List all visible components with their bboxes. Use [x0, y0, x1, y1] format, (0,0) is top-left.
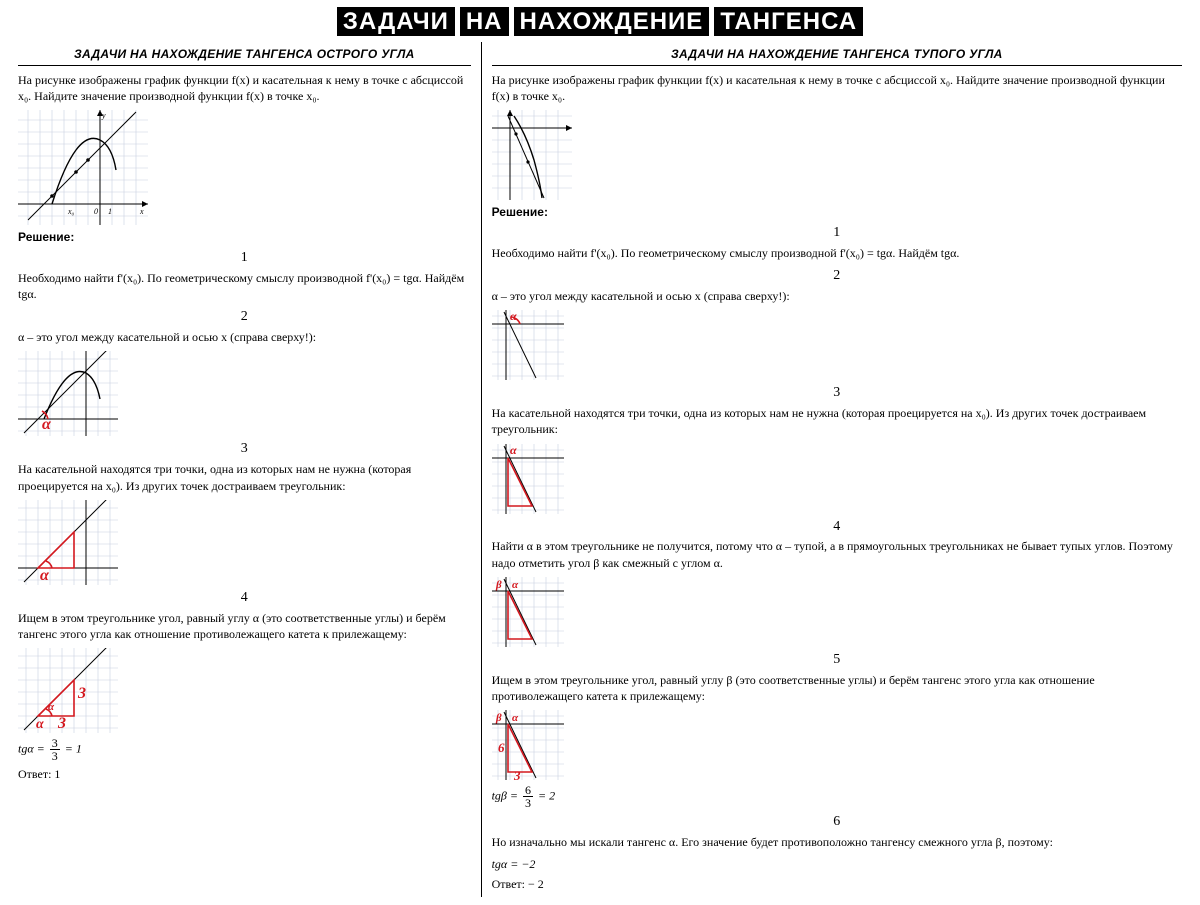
acute-eq-rhs: = 1: [65, 741, 82, 755]
acute-leg-b: 3: [57, 715, 66, 732]
acute-header: ЗАДАЧИ НА НАХОЖДЕНИЕ ТАНГЕНСА ОСТРОГО УГ…: [18, 46, 471, 65]
obtuse-beta-label-1: β: [495, 579, 502, 591]
column-obtuse: ЗАДАЧИ НА НАХОЖДЕНИЕ ТАНГЕНСА ТУПОГО УГЛ…: [482, 42, 1192, 896]
obtuse-step-3: На касательной находятся три точки, одна…: [492, 405, 1182, 437]
acute-step-3: На касательной находятся три точки, одна…: [18, 461, 471, 493]
acute-solution-label: Решение:: [18, 229, 471, 245]
acute-alpha-label-3: α: [36, 717, 44, 732]
obtuse-answer: Ответ: − 2: [492, 876, 1182, 892]
page-title: ЗАДАЧИ НА НАХОЖДЕНИЕ ТАНГЕНСА: [0, 0, 1200, 42]
title-word-2: НА: [460, 7, 509, 36]
acute-eq-lhs: tgα =: [18, 741, 45, 755]
columns: ЗАДАЧИ НА НАХОЖДЕНИЕ ТАНГЕНСА ОСТРОГО УГ…: [0, 42, 1200, 904]
svg-text:y: y: [101, 111, 106, 120]
obtuse-eq-rhs: = 2: [538, 788, 555, 802]
acute-alpha-label-1: α: [42, 416, 52, 433]
acute-diagram-1: y x x₀ 0 1: [18, 110, 148, 225]
acute-problem: На рисунке изображены график функции f(x…: [18, 72, 471, 104]
acute-alpha-label-inner: α: [48, 701, 55, 713]
obtuse-step-6: Но изначально мы искали тангенс α. Его з…: [492, 834, 1182, 850]
obtuse-eq-den: 3: [523, 797, 533, 809]
obtuse-diagram-3: α: [492, 444, 564, 514]
obtuse-alpha-label-1: α: [510, 310, 517, 323]
obtuse-step-3-num: 3: [492, 384, 1182, 403]
obtuse-final-eq: tgα = −2: [492, 856, 1182, 872]
obtuse-alpha-label-3: α: [512, 579, 519, 591]
svg-text:0: 0: [94, 207, 98, 216]
acute-step-4: Ищем в этом треугольнике угол, равный уг…: [18, 610, 471, 642]
acute-step-2-num: 2: [18, 308, 471, 327]
acute-eq-den: 3: [50, 750, 60, 762]
acute-leg-a: 3: [77, 685, 86, 702]
title-word-3: НАХОЖДЕНИЕ: [514, 7, 710, 36]
obtuse-alpha-label-4: α: [512, 712, 519, 724]
column-acute: ЗАДАЧИ НА НАХОЖДЕНИЕ ТАНГЕНСА ОСТРОГО УГ…: [8, 42, 482, 896]
obtuse-step-6-num: 6: [492, 813, 1182, 832]
acute-step-2-text: α – это угол между касательной и осью x …: [18, 330, 316, 344]
obtuse-beta-label-2: β: [495, 712, 502, 724]
acute-equation: tgα = 3 3 = 1: [18, 737, 471, 762]
obtuse-problem: На рисунке изображены график функции f(x…: [492, 72, 1182, 104]
acute-step-1-num: 1: [18, 249, 471, 268]
obtuse-diagram-2: α: [492, 310, 564, 380]
svg-text:x₀: x₀: [67, 207, 75, 216]
obtuse-diagram-5: β α 6 3: [492, 710, 564, 780]
obtuse-solution-label: Решение:: [492, 204, 1182, 220]
obtuse-step-1-num: 1: [492, 224, 1182, 243]
acute-diagram-2: α: [18, 351, 118, 436]
obtuse-alpha-label-2: α: [510, 444, 517, 457]
obtuse-equation-beta: tgβ = 6 3 = 2: [492, 784, 1182, 809]
obtuse-diagram-1: [492, 110, 572, 200]
acute-diagram-3: α: [18, 500, 118, 585]
acute-step-4-num: 4: [18, 589, 471, 608]
acute-alpha-label-2: α: [40, 567, 50, 584]
acute-answer: Ответ: 1: [18, 766, 471, 782]
acute-step-2: α – это угол между касательной и осью x …: [18, 329, 471, 345]
obtuse-diagram-4: β α: [492, 577, 564, 647]
title-word-4: ТАНГЕНСА: [714, 7, 863, 36]
obtuse-step-1: Необходимо найти f'(x₀). По геометрическ…: [492, 245, 1182, 261]
obtuse-step-4: Найти α в этом треугольнике не получится…: [492, 538, 1182, 570]
acute-diagram-4: α 3 3 α: [18, 648, 118, 733]
obtuse-step-2-num: 2: [492, 267, 1182, 286]
acute-step-3-num: 3: [18, 440, 471, 459]
obtuse-header: ЗАДАЧИ НА НАХОЖДЕНИЕ ТАНГЕНСА ТУПОГО УГЛ…: [492, 46, 1182, 65]
obtuse-leg-a: 6: [498, 740, 505, 755]
svg-text:1: 1: [108, 207, 112, 216]
obtuse-eq-lhs: tgβ =: [492, 788, 518, 802]
obtuse-leg-b: 3: [513, 768, 521, 780]
title-word-1: ЗАДАЧИ: [337, 7, 455, 36]
obtuse-step-4-num: 4: [492, 518, 1182, 537]
obtuse-step-2: α – это угол между касательной и осью x …: [492, 288, 1182, 304]
acute-step-1: Необходимо найти f'(x₀). По геометрическ…: [18, 270, 471, 302]
obtuse-step-5: Ищем в этом треугольнике угол, равный уг…: [492, 672, 1182, 704]
obtuse-step-5-num: 5: [492, 651, 1182, 670]
svg-text:x: x: [139, 207, 144, 216]
